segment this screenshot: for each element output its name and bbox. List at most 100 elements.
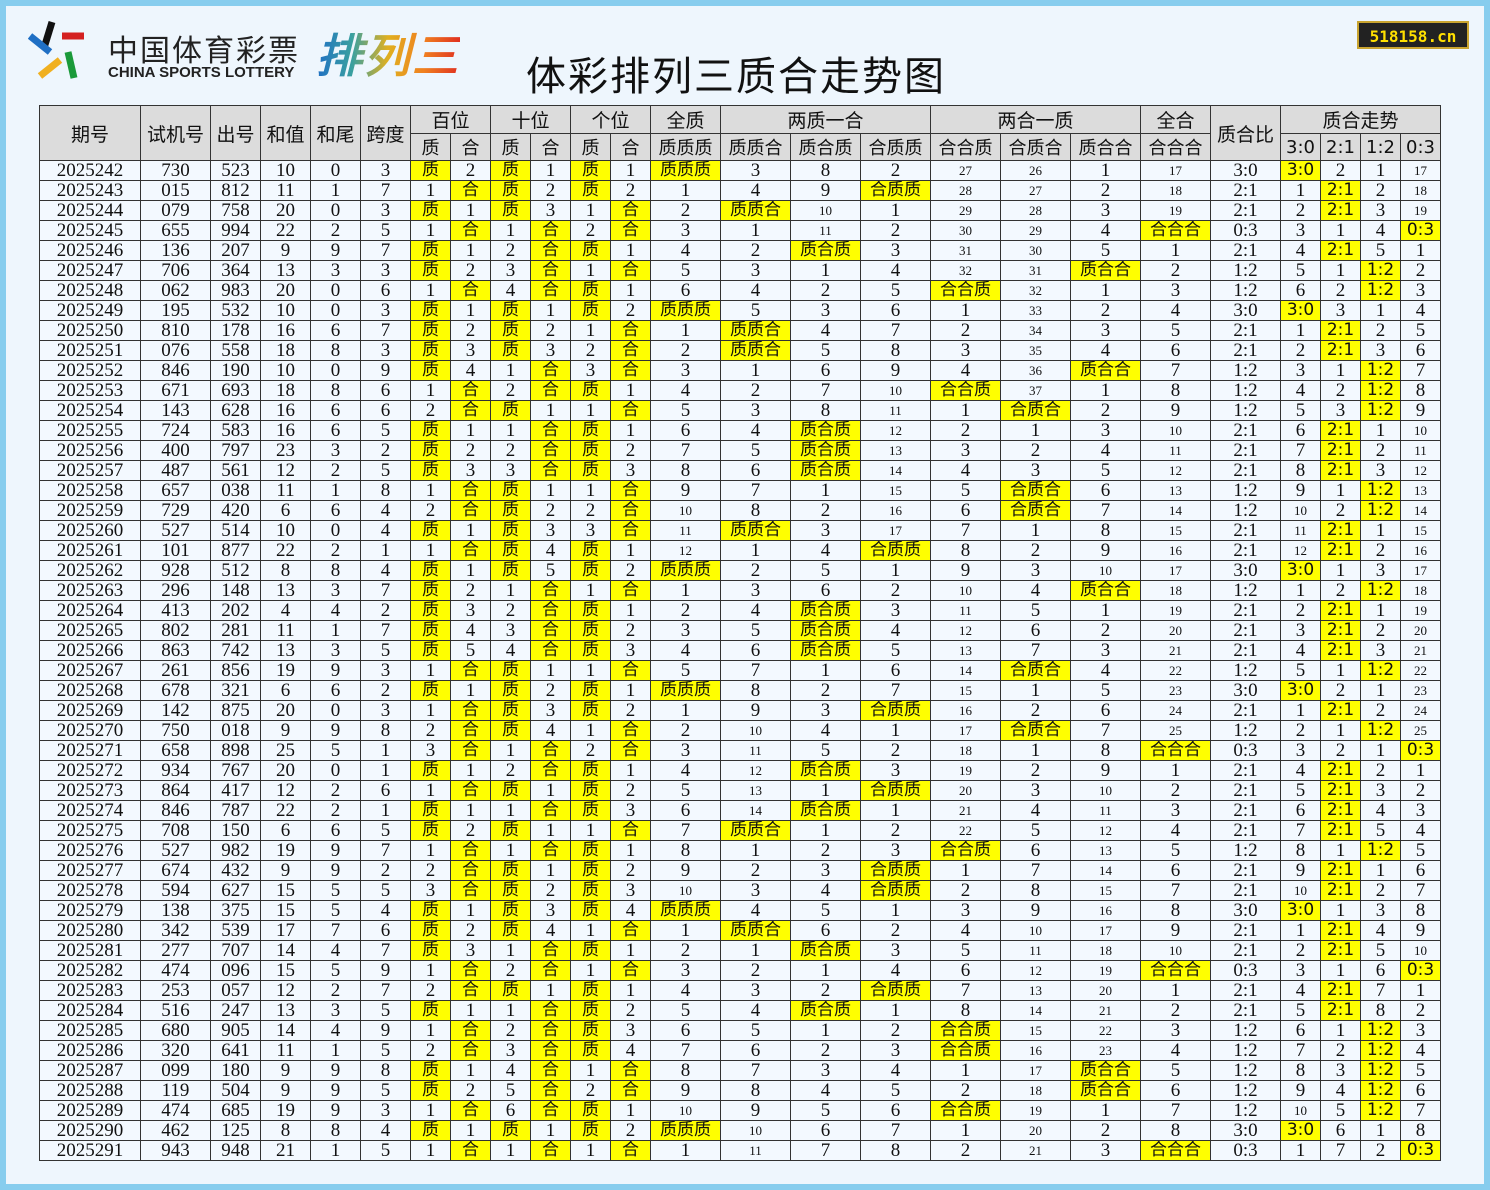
trend-1-2-cell: 1:2 <box>1360 1100 1401 1121</box>
hundreds-prime-cell: 质 <box>410 240 451 261</box>
trial-number-cell: 846 <box>140 800 211 821</box>
units-prime-cell: 2 <box>570 500 611 521</box>
hundreds-comp-cell: 合 <box>450 220 491 241</box>
sum-cell: 15 <box>260 880 311 901</box>
trend-3-0-cell: 9 <box>1280 480 1321 501</box>
sum-cell: 25 <box>260 740 311 761</box>
trend-3-0-cell: 12 <box>1280 540 1321 561</box>
pattern-hhq-cell: 1 <box>930 300 1001 321</box>
table-row: 2025249 195 532 10 0 3 质 1 质 1 质 2 质质质 5 3 6 1 33 2 4 3:0 3:0… <box>39 300 1441 321</box>
sum-tail-cell: 0 <box>310 200 361 221</box>
tens-prime-cell: 6 <box>490 1100 531 1121</box>
units-comp-cell: 合 <box>610 740 651 761</box>
sum-cell: 11 <box>260 480 311 501</box>
pattern-hqh-cell: 12 <box>1000 960 1071 981</box>
pattern-hqq-cell: 合质质 <box>860 980 931 1001</box>
pattern-hhh-cell: 10 <box>1140 940 1211 961</box>
pattern-qhh-cell: 9 <box>1070 760 1141 781</box>
sum-cell: 18 <box>260 340 311 361</box>
units-prime-cell: 1 <box>570 580 611 601</box>
pattern-qqq-cell: 2 <box>650 200 721 221</box>
pattern-hhq-cell: 合合质 <box>930 280 1001 301</box>
pattern-hqh-cell: 4 <box>1000 800 1071 821</box>
pattern-qqh-cell: 3 <box>720 980 791 1001</box>
sum-tail-cell: 0 <box>310 360 361 381</box>
tens-comp-cell: 3 <box>530 340 571 361</box>
tens-comp-cell: 合 <box>530 620 571 641</box>
trend-0-3-cell: 0:3 <box>1400 960 1441 981</box>
pattern-qhq-cell: 4 <box>790 320 861 341</box>
units-comp-cell: 1 <box>610 840 651 861</box>
tens-comp-cell: 合 <box>530 280 571 301</box>
hundreds-comp-cell: 1 <box>450 300 491 321</box>
pattern-qhq-cell: 8 <box>790 160 861 181</box>
period-cell: 2025282 <box>39 960 141 981</box>
table-row: 2025288 119 504 9 9 5 质 2 5 合 2 合 9 8 4 5 2 18 质合合 6 1:2 9 4 1:… <box>39 1080 1441 1101</box>
hundreds-prime-cell: 1 <box>410 220 451 241</box>
pattern-hhh-cell: 21 <box>1140 640 1211 661</box>
pattern-qqh-cell: 4 <box>720 900 791 921</box>
trend-2-1-cell: 2:1 <box>1320 1000 1361 1021</box>
tens-prime-cell: 质 <box>490 700 531 721</box>
tens-prime-cell: 1 <box>490 1000 531 1021</box>
tens-prime-cell: 2 <box>490 1020 531 1041</box>
trend-1-2-cell: 2 <box>1360 540 1401 561</box>
pattern-qhq-cell: 5 <box>790 900 861 921</box>
hundreds-comp-cell: 合 <box>450 380 491 401</box>
hundreds-prime-cell: 1 <box>410 1140 451 1161</box>
trial-number-cell: 413 <box>140 600 211 621</box>
pattern-qhh-cell: 3 <box>1070 200 1141 221</box>
pattern-qhq-cell: 3 <box>790 700 861 721</box>
units-comp-cell: 3 <box>610 1020 651 1041</box>
trend-2-1-cell: 1 <box>1320 560 1361 581</box>
units-comp-cell: 合 <box>610 660 651 681</box>
pattern-qhq-cell: 4 <box>790 540 861 561</box>
table-row: 2025250 810 178 16 6 7 质 2 质 2 1 合 1 质质合 4 7 2 34 3 5 2:1 1 2:… <box>39 320 1441 341</box>
table-row: 2025258 657 038 11 1 8 1 合质 1 1 合 9 7 1 15 5 合质合 6 13 1:2 9 1… <box>39 480 1441 501</box>
draw-number-cell: 180 <box>210 1060 261 1081</box>
draw-number-cell: 693 <box>210 380 261 401</box>
pattern-hhq-cell: 7 <box>930 520 1001 541</box>
ratio-cell: 3:0 <box>1210 160 1281 181</box>
trial-number-cell: 657 <box>140 480 211 501</box>
trend-3-0-cell: 1 <box>1280 320 1321 341</box>
trend-0-3-cell: 9 <box>1400 920 1441 941</box>
hundreds-prime-cell: 3 <box>410 880 451 901</box>
pattern-hhh-cell: 17 <box>1140 160 1211 181</box>
period-cell: 2025264 <box>39 600 141 621</box>
pattern-hqh-cell: 19 <box>1000 1100 1071 1121</box>
pattern-hqh-cell: 6 <box>1000 620 1071 641</box>
hundreds-comp-cell: 合 <box>450 880 491 901</box>
pattern-hhh-cell: 16 <box>1140 540 1211 561</box>
hundreds-prime-cell: 质 <box>410 160 451 181</box>
trend-1-2-cell: 2 <box>1360 700 1401 721</box>
units-prime-cell: 1 <box>570 480 611 501</box>
span-cell: 3 <box>360 300 411 321</box>
trial-number-cell: 527 <box>140 520 211 541</box>
pattern-hhh-cell: 25 <box>1140 720 1211 741</box>
units-comp-cell: 合 <box>610 580 651 601</box>
ratio-cell: 1:2 <box>1210 1040 1281 1061</box>
trend-0-3-cell: 8 <box>1400 380 1441 401</box>
pattern-qqh-cell: 6 <box>720 640 791 661</box>
period-cell: 2025279 <box>39 900 141 921</box>
hundreds-prime-cell: 质 <box>410 460 451 481</box>
hundreds-prime-cell: 质 <box>410 1080 451 1101</box>
period-cell: 2025278 <box>39 880 141 901</box>
tens-prime-cell: 1 <box>490 940 531 961</box>
trend-2-1-cell: 2:1 <box>1320 340 1361 361</box>
pattern-hhq-cell: 2 <box>930 1140 1001 1161</box>
units-comp-cell: 合 <box>610 480 651 501</box>
tens-prime-cell: 5 <box>490 1080 531 1101</box>
pattern-hhq-cell: 13 <box>930 640 1001 661</box>
trend-2-1-cell: 2:1 <box>1320 540 1361 561</box>
ratio-cell: 2:1 <box>1210 760 1281 781</box>
tens-comp-cell: 合 <box>530 1060 571 1081</box>
table-row: 2025286 320 641 11 1 5 2 合 3 合质 4 7 6 2 3 合合质 16 23 4 1:2 7 2… <box>39 1040 1441 1061</box>
trend-1-2-cell: 1:2 <box>1360 280 1401 301</box>
hundreds-prime-cell: 质 <box>410 300 451 321</box>
trend-3-0-cell: 7 <box>1280 820 1321 841</box>
pattern-qhq-cell: 质合质 <box>790 460 861 481</box>
hundreds-comp-cell: 合 <box>450 1140 491 1161</box>
units-comp-cell: 1 <box>610 380 651 401</box>
